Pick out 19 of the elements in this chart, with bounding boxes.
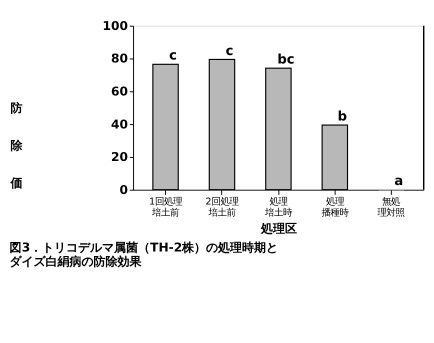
annotation: c	[169, 48, 177, 64]
y-tick-label: 100	[102, 18, 128, 33]
text: 防除価	[10, 100, 22, 190]
x-tick-label: 2回処理培土前	[205, 196, 238, 219]
annotation: b	[338, 109, 348, 124]
x-tick-label: 1回処理培土前	[149, 196, 182, 219]
y-tick-label: 0	[119, 182, 128, 197]
annotation: bc	[277, 52, 294, 68]
text: 図3．トリコデルマ属菌（TH-2株）の処理時期とダイズ白絹病の防除効果	[10, 240, 278, 269]
y-tick-label: 60	[110, 84, 128, 99]
y-tick-label: 80	[110, 52, 128, 66]
annotation: c	[226, 44, 234, 59]
x-axis-title: 処理区	[260, 221, 297, 236]
y-tick-label: 20	[110, 150, 128, 164]
x-tick-label: 処理培土時	[264, 196, 292, 219]
x-tick-label: 処理播種時	[321, 196, 348, 219]
x-tick-label: 無処理対照	[378, 196, 405, 219]
y-tick-label: 40	[110, 117, 128, 132]
annotation: a	[394, 174, 404, 190]
